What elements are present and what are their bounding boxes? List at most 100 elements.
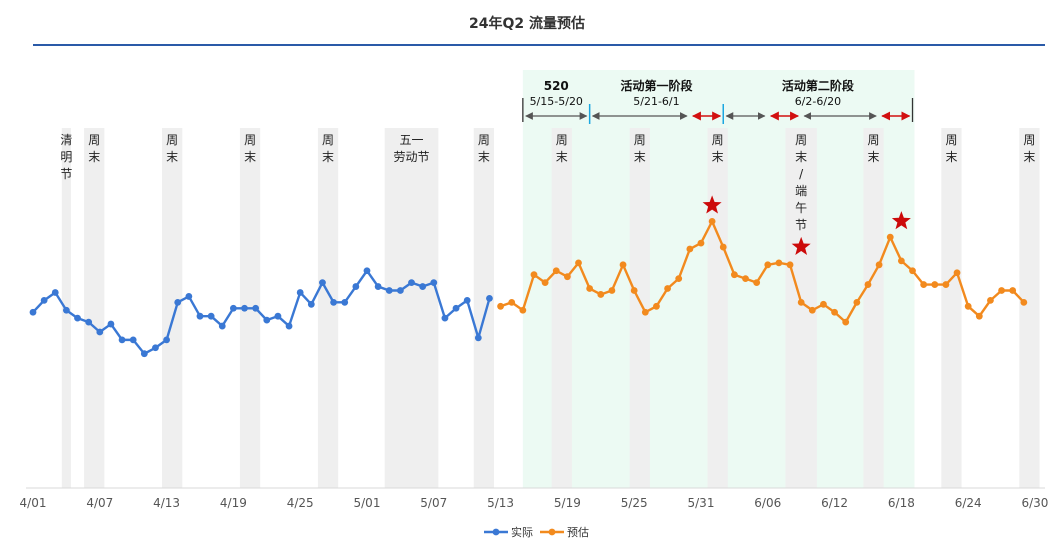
data-point: [541, 279, 549, 286]
data-point: [697, 239, 705, 247]
data-point: [519, 306, 527, 314]
data-point: [330, 298, 337, 306]
band-label: 节: [60, 167, 72, 181]
data-point: [1009, 287, 1017, 294]
data-point: [719, 243, 727, 251]
data-point: [575, 259, 582, 267]
x-tick-label: 4/25: [287, 496, 314, 510]
band-label: 末: [1023, 150, 1035, 164]
holiday-band: [84, 128, 105, 488]
x-tick-label: 6/30: [1021, 496, 1048, 510]
holiday-band: [629, 128, 650, 488]
holiday-band: [551, 128, 572, 488]
data-point: [51, 289, 59, 296]
band-label: 末: [322, 150, 334, 164]
data-point: [619, 261, 627, 269]
x-tick-label: 4/01: [20, 496, 47, 510]
band-label: 周: [322, 133, 334, 147]
data-point: [152, 344, 159, 352]
band-label: 周: [795, 133, 807, 147]
data-point: [853, 298, 861, 306]
data-point: [296, 289, 304, 296]
data-point: [374, 283, 382, 290]
data-point: [252, 304, 260, 312]
data-point: [107, 320, 115, 328]
data-point: [931, 281, 939, 288]
data-point: [40, 296, 48, 304]
data-point: [96, 328, 104, 336]
data-point: [307, 300, 315, 308]
band-label: 五一: [400, 133, 424, 147]
data-point: [196, 312, 204, 320]
band-label: 末: [556, 150, 568, 164]
x-tick-label: 5/01: [354, 496, 381, 510]
data-point: [942, 281, 950, 288]
data-point: [953, 269, 961, 277]
data-point: [497, 302, 504, 310]
band-label: 末: [712, 150, 724, 164]
data-point: [975, 312, 983, 320]
data-point: [218, 322, 226, 330]
band-label: 端: [795, 184, 807, 198]
peak-star-marker: [791, 236, 811, 255]
band-label: 劳动节: [394, 150, 430, 164]
data-point: [430, 279, 438, 286]
data-point: [909, 267, 916, 275]
band-label: 末: [244, 150, 256, 164]
data-point: [563, 273, 571, 281]
data-point: [675, 275, 683, 283]
band-label: 末: [478, 150, 490, 164]
data-point: [185, 293, 193, 300]
data-point: [352, 283, 360, 290]
phase-label: 活动第一阶段: [620, 78, 693, 93]
data-point: [118, 336, 126, 344]
holiday-band: [473, 128, 495, 488]
holiday-band: [863, 128, 884, 488]
phase-label: 活动第二阶段: [782, 78, 855, 93]
star-markers: [702, 195, 911, 255]
x-tick-label: 5/19: [554, 496, 581, 510]
band-label: 周: [712, 133, 724, 147]
data-point: [686, 245, 694, 253]
band-label: 周: [166, 133, 178, 147]
data-point: [786, 261, 794, 269]
data-point: [163, 336, 170, 344]
campaign-phases: 520 5/15-5/20 活动第一阶段 5/21-6/1 活动第二阶段 6/2-6/20: [522, 78, 914, 124]
legend-label: 实际: [511, 525, 533, 539]
data-point: [608, 287, 616, 294]
data-point: [864, 281, 872, 288]
x-tick-label: 4/19: [220, 496, 247, 510]
band-label: 周: [88, 133, 100, 147]
data-point: [775, 259, 783, 267]
data-point: [508, 298, 516, 306]
phase-range-label: 5/15-5/20: [530, 95, 583, 108]
data-point: [820, 300, 827, 308]
data-point: [842, 318, 850, 326]
x-axis-ticks: 4/01 4/07 4/13 4/19 4/25 5/01 5/07 5/13 5/19 5/25…: [20, 496, 1049, 510]
data-point: [987, 296, 994, 304]
band-label: 周: [478, 133, 490, 147]
data-point: [85, 318, 93, 326]
data-point: [753, 279, 761, 286]
band-label: 末: [88, 150, 100, 164]
legend: 实际 预估: [484, 525, 589, 539]
data-point: [1020, 298, 1028, 306]
band-label: 末: [868, 150, 880, 164]
band-label: 周: [556, 133, 568, 147]
data-point: [808, 306, 816, 314]
band-label: 周: [1023, 133, 1035, 147]
data-point: [207, 312, 215, 320]
data-point: [74, 314, 81, 322]
data-point: [285, 322, 293, 330]
data-point: [474, 334, 482, 342]
chart-title: 24年Q2 流量预估: [469, 15, 585, 32]
data-point: [875, 261, 883, 269]
x-tick-label: 6/12: [821, 496, 848, 510]
legend-label: 预估: [567, 526, 589, 539]
x-tick-label: 5/13: [487, 496, 514, 510]
legend-marker: [548, 528, 556, 536]
band-label: 清: [60, 133, 72, 147]
data-point: [653, 302, 660, 310]
data-point: [630, 287, 638, 294]
